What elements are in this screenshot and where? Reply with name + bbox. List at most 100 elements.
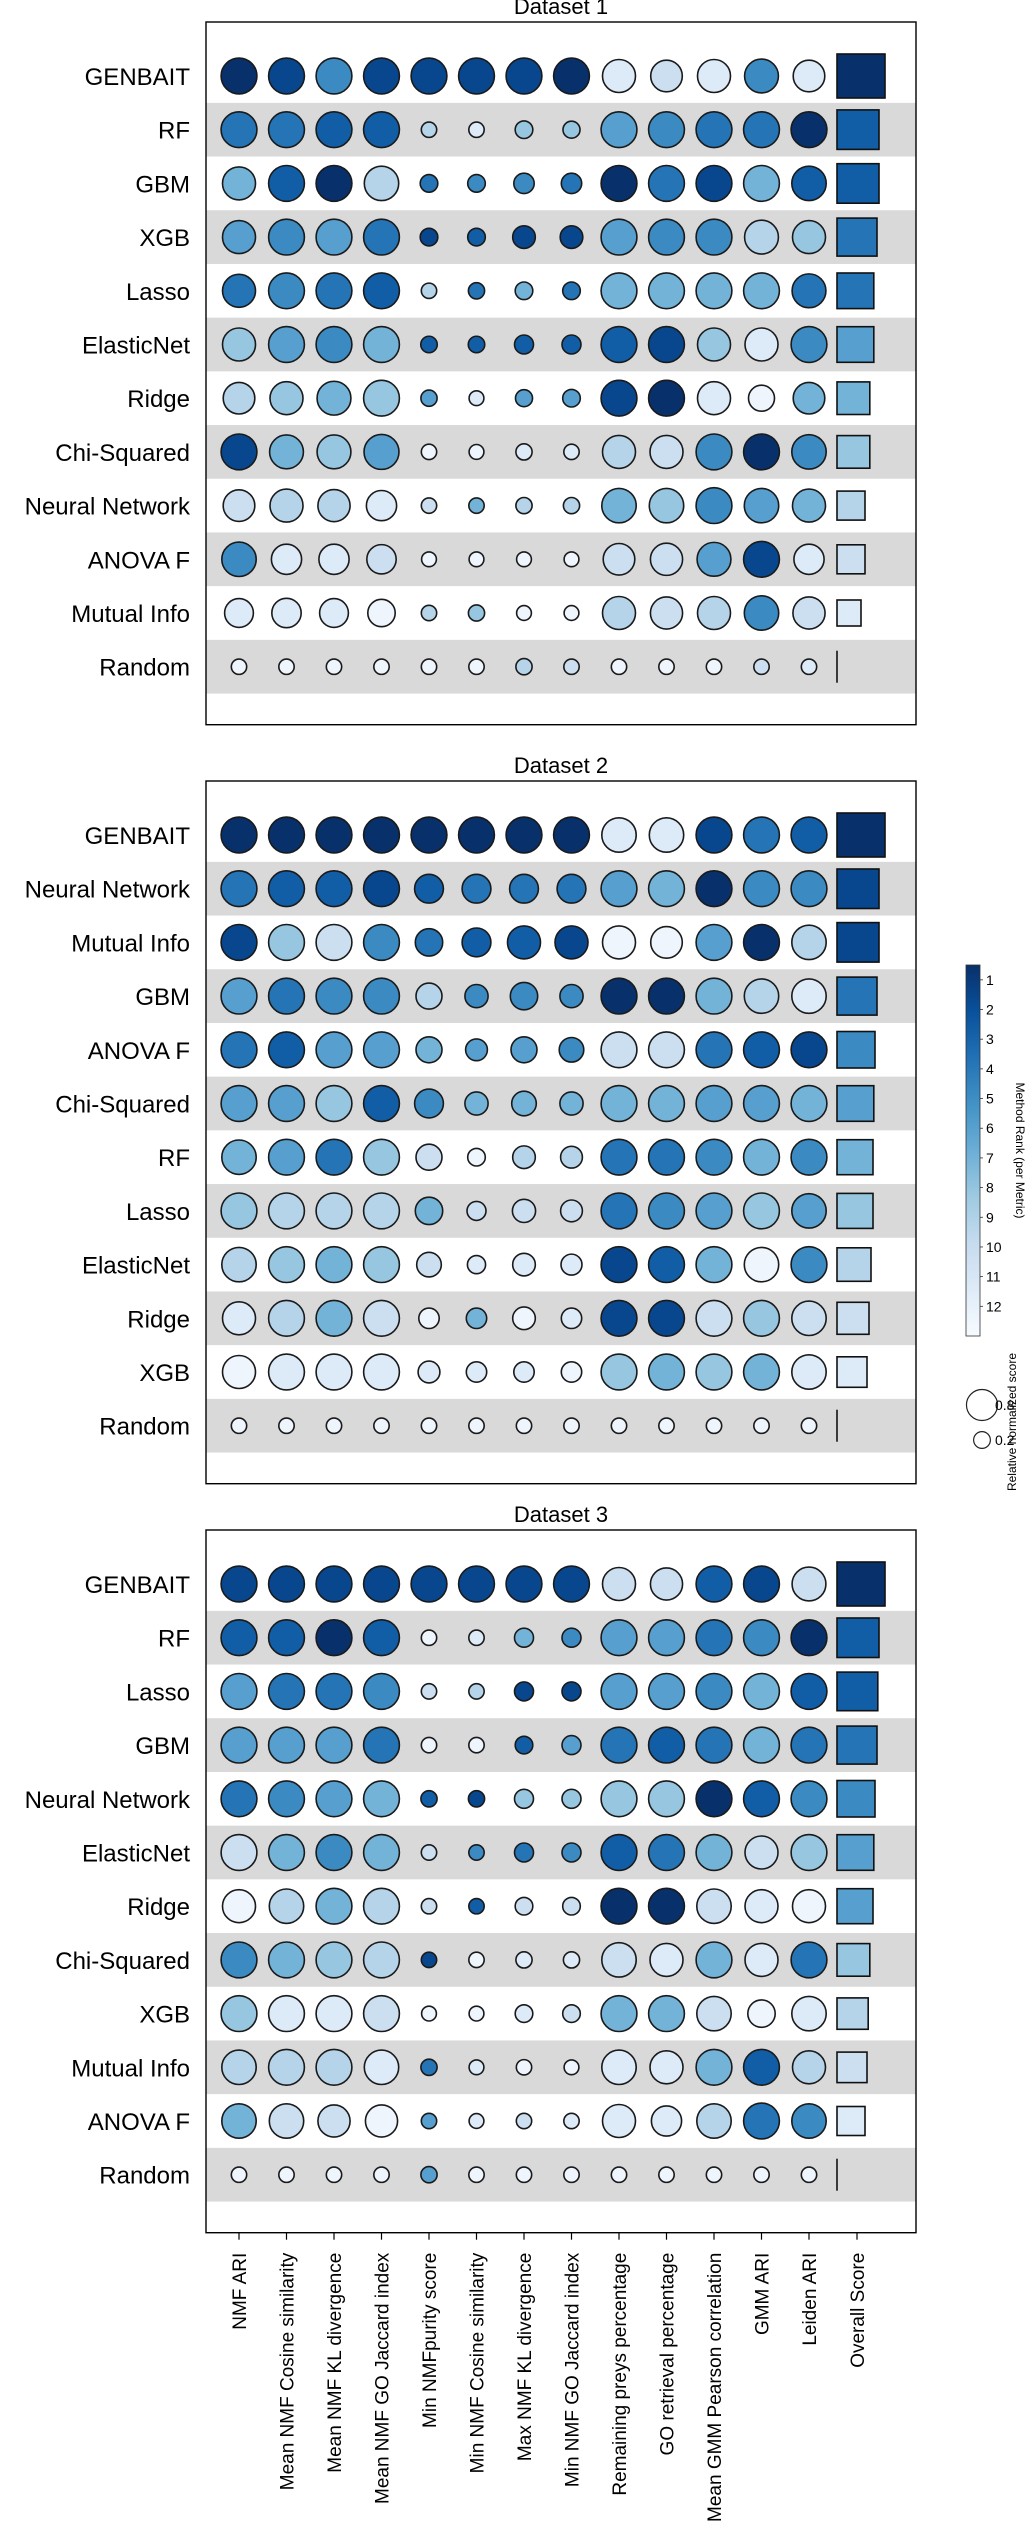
metric-bubble [600,218,638,256]
metric-bubble [743,487,780,524]
metric-bubble [695,1618,733,1657]
panel-title-2: Dataset 2 [514,753,608,778]
metric-bubble [552,57,591,95]
metric-bubble [753,2166,770,2184]
metric-bubble [362,1299,401,1338]
metric-bubble [705,2166,723,2184]
metric-label: Mean NMF GO Jaccard index [373,2252,394,2504]
metric-bubble [267,816,306,854]
overall-score-bar [836,53,886,99]
metric-bubble [695,1353,733,1391]
metric-label: Overall Score [848,2253,869,2368]
metric-bubble [600,1618,638,1657]
metric-bubble [790,924,827,961]
metric-bubble [695,164,733,203]
metric-bubble [742,1672,781,1711]
metric-bubble [649,1567,684,1601]
metric-bubble [420,282,438,300]
metric-bubble [602,542,636,576]
overall-score-bar [836,162,880,204]
metric-bubble [600,1941,637,1978]
metric-bubble [362,1084,401,1123]
method-label: Neural Network [25,494,191,521]
size-legend-bubble [965,1388,999,1422]
metric-bubble [220,110,258,149]
metric-bubble [742,1138,781,1176]
metric-bubble [464,1091,489,1116]
metric-bubble [362,1994,401,2033]
size-legend-bubble [973,1431,991,1449]
metric-bubble [414,927,444,957]
metric-bubble [790,325,828,364]
metric-bubble [410,816,448,854]
metric-bubble [562,120,581,140]
row-band [206,1398,916,1453]
metric-bubble [515,657,533,676]
metric-bubble [414,1196,444,1226]
metric-bubble [315,1299,353,1338]
metric-bubble [792,381,826,415]
metric-bubble [600,869,638,908]
metric-bubble [790,1726,828,1764]
metric-bubble [647,1833,686,1872]
metric-bubble [316,380,352,416]
metric-bubble [695,433,733,471]
method-label: XGB [139,2002,190,2029]
metric-bubble [365,489,398,522]
metric-bubble [600,487,637,524]
metric-bubble [468,1736,485,1754]
metric-bubble [511,1145,537,1170]
metric-bubble [695,1995,732,2032]
metric-bubble [420,443,438,461]
metric-bubble [790,165,827,202]
metric-label: Remaining preys percentage [610,2253,631,2496]
metric-bubble [271,597,302,629]
metric-bubble [220,1084,258,1123]
metric-bubble [220,1672,258,1711]
metric-bubble [315,1672,353,1711]
metric-bubble [515,496,533,515]
metric-bubble [315,1031,353,1069]
metric-bubble [563,1417,580,1435]
metric-bubble [362,272,401,310]
metric-bubble [230,658,248,676]
metric-bubble [515,551,533,568]
metric-label: Max NMF KL divergence [515,2253,536,2461]
panel-title-3: Dataset 3 [514,1502,608,1527]
metric-bubble [221,1354,257,1390]
metric-bubble [269,380,304,416]
metric-bubble [742,433,781,471]
metric-bubble [695,977,733,1015]
metric-bubble [315,1726,353,1764]
metric-bubble [515,1951,533,1969]
metric-bubble [467,281,486,300]
metric-bubble [600,110,638,149]
metric-label: Mean GMM Pearson correlation [705,2253,726,2522]
metric-bubble [513,1681,535,1702]
metric-bubble [315,325,353,364]
metric-bubble [742,164,781,203]
overall-score-bar [836,490,866,521]
metric-bubble [417,1307,440,1330]
metric-bubble [512,172,535,195]
metric-bubble [267,1672,306,1711]
metric-bubble [695,1833,733,1872]
metric-bubble [705,1417,723,1435]
metric-bubble [220,1726,258,1764]
colorbar-title: Method Rank (per Metric) [1013,1082,1027,1218]
method-label: ElasticNet [82,333,190,360]
metric-bubble [793,543,825,576]
method-label: Lasso [126,1199,190,1226]
metric-bubble [267,325,306,364]
metric-bubble [325,2166,343,2184]
metric-bubble [658,658,675,676]
metric-bubble [362,816,401,854]
method-label: GBM [135,171,190,198]
metric-bubble [512,1361,535,1384]
metric-bubble [791,488,827,523]
metric-bubble [461,927,492,958]
metric-bubble [373,658,390,676]
metric-bubble [221,273,257,309]
overall-score-bar [836,921,880,963]
